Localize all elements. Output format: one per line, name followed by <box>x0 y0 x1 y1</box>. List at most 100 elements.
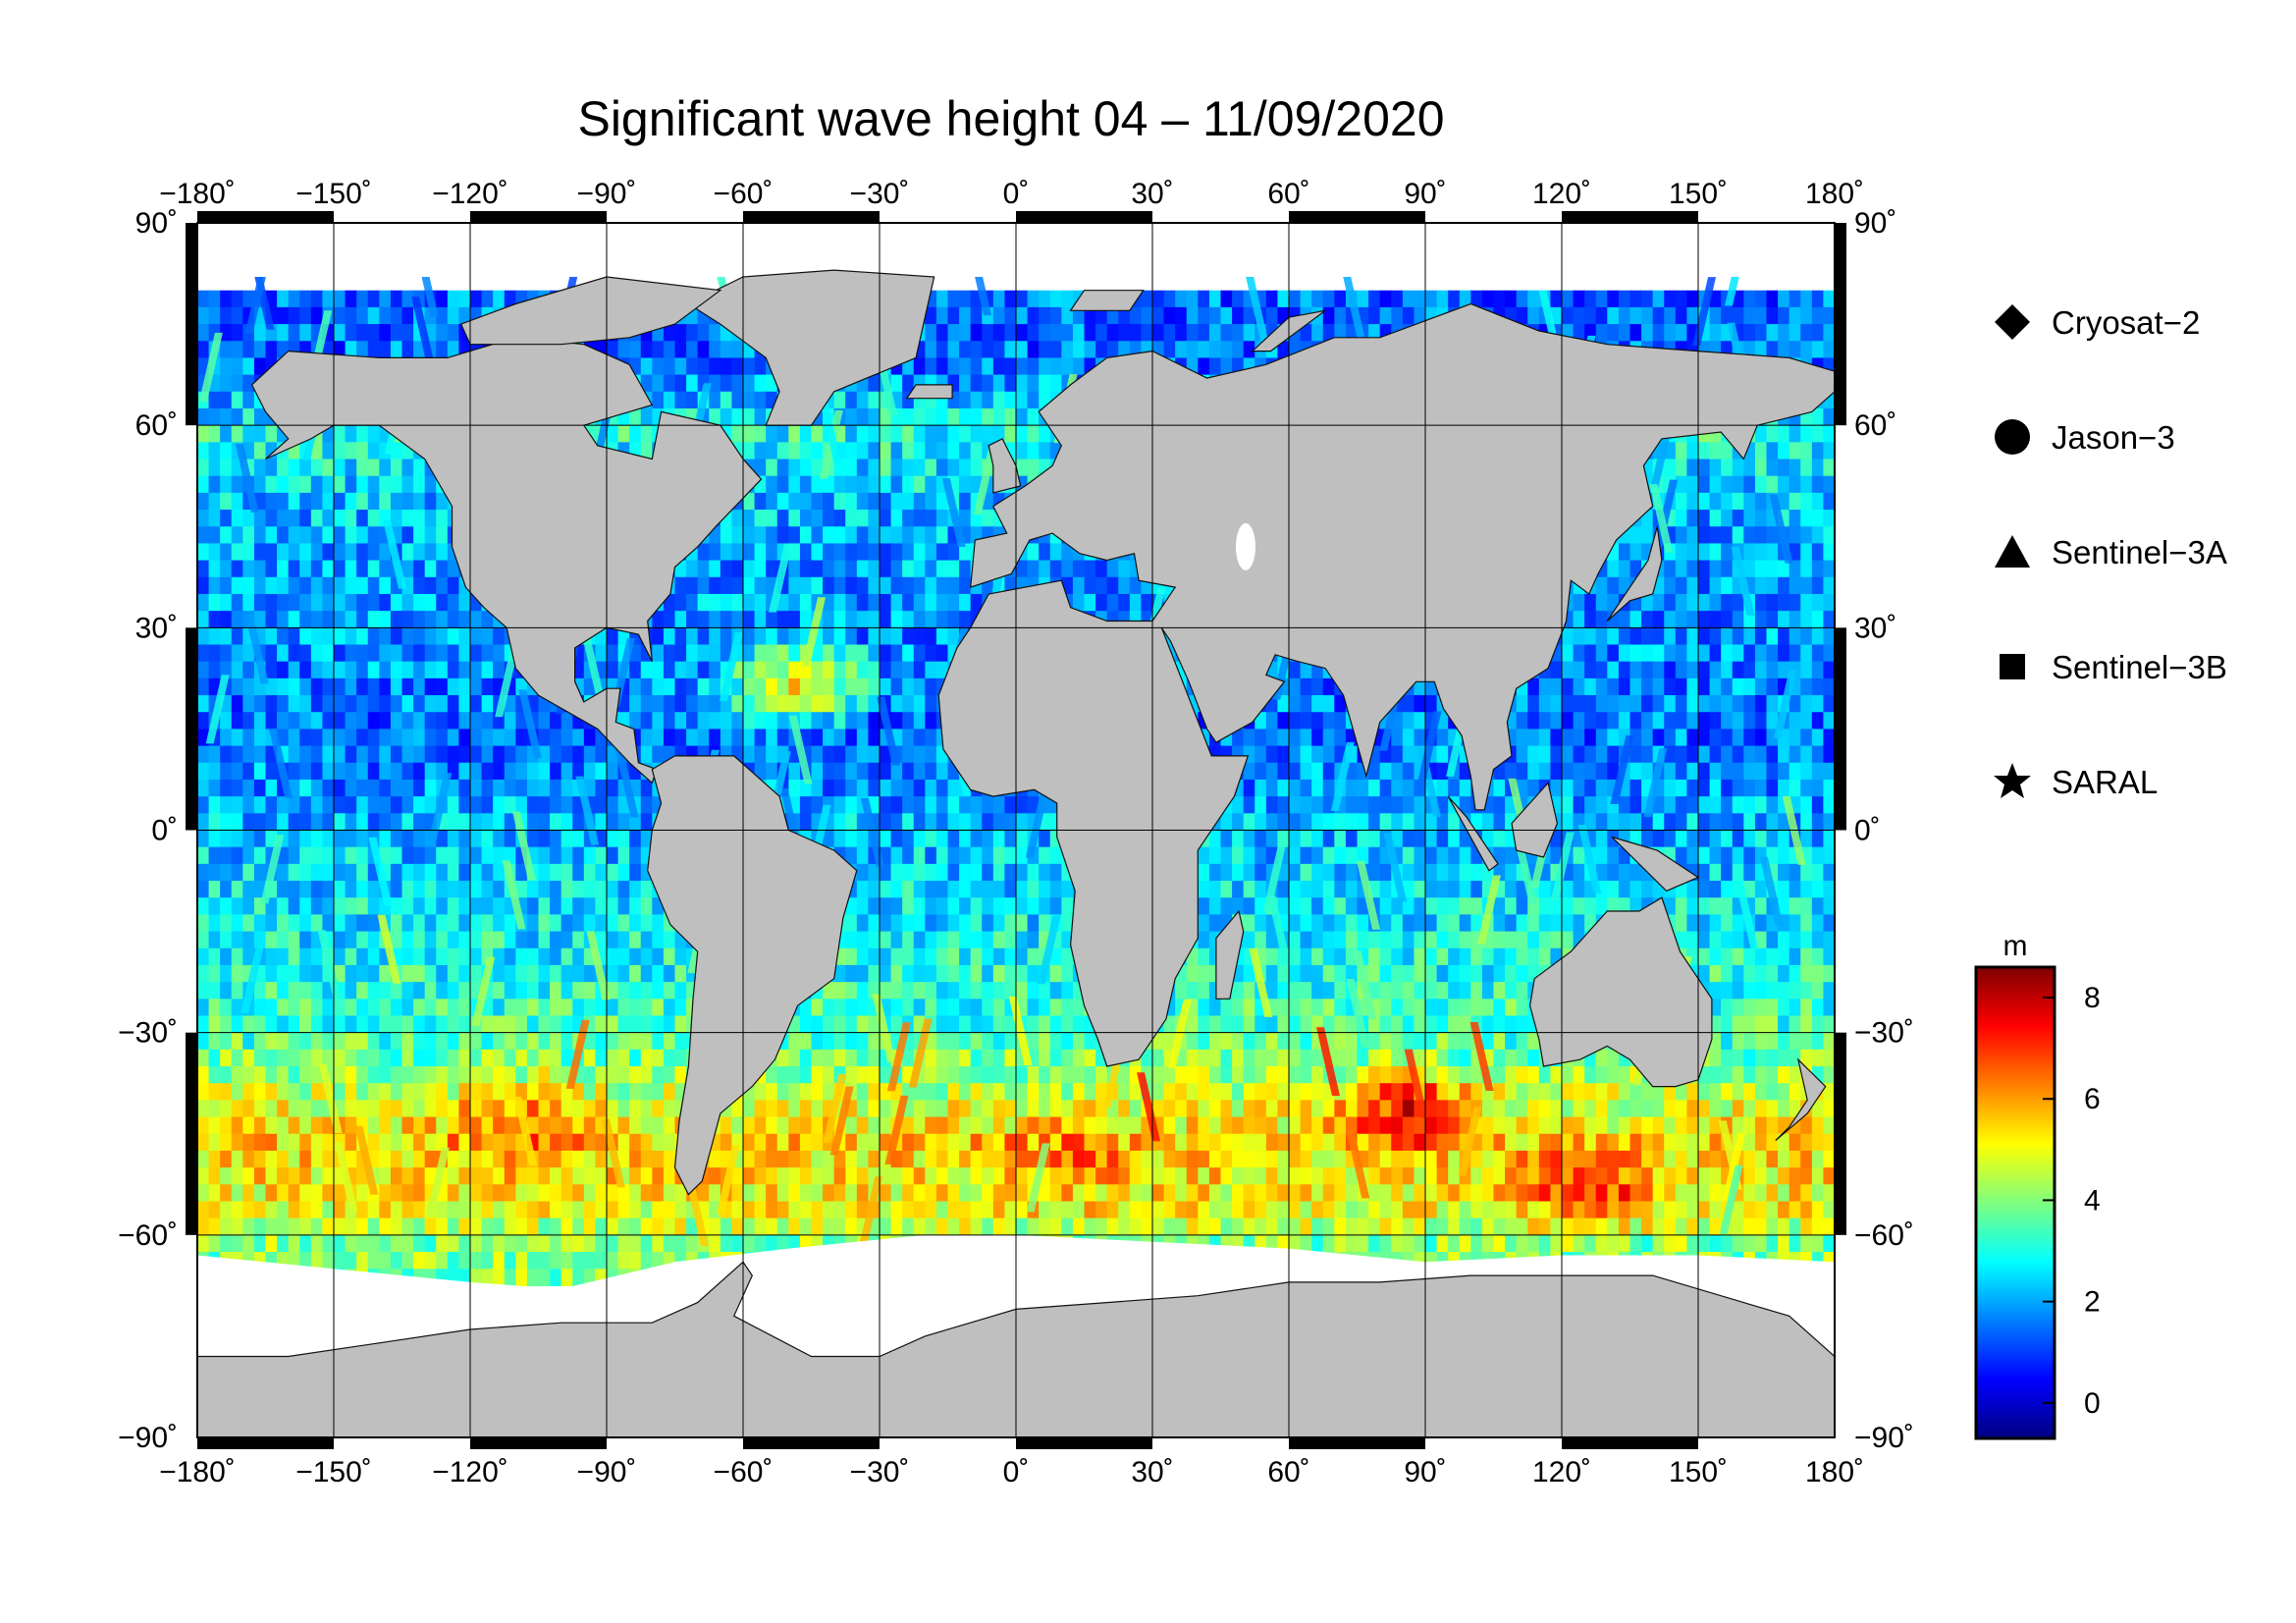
swh-cell <box>1789 475 1801 494</box>
swh-cell <box>1709 813 1722 832</box>
swh-cell <box>242 745 255 764</box>
swh-cell <box>1243 729 1255 747</box>
swh-cell <box>1208 846 1222 865</box>
swh-cell <box>277 576 290 595</box>
swh-cell <box>890 442 903 460</box>
swh-cell <box>1800 661 1813 679</box>
swh-cell <box>1721 306 1734 325</box>
swh-cell <box>1016 863 1029 882</box>
swh-cell <box>367 813 380 832</box>
swh-cell <box>1641 526 1654 545</box>
swh-cell <box>1732 695 1744 713</box>
swh-cell <box>720 644 733 663</box>
swh-cell <box>743 407 756 426</box>
swh-cell <box>1607 712 1620 730</box>
swh-cell <box>242 407 255 426</box>
swh-cell <box>776 425 789 443</box>
swh-cell <box>1709 830 1722 848</box>
swh-cell <box>868 374 881 393</box>
swh-cell <box>1652 695 1665 713</box>
swh-cell <box>1754 813 1768 832</box>
swh-cell <box>925 627 937 646</box>
swh-cell <box>1084 576 1096 595</box>
swh-cell <box>1118 341 1131 359</box>
swh-cell <box>902 644 915 663</box>
swh-cell <box>1595 290 1608 308</box>
swh-cell <box>1016 796 1029 814</box>
swh-cell <box>1300 796 1312 814</box>
swh-cell <box>356 475 369 494</box>
swh-cell <box>1823 745 1835 764</box>
swh-cell <box>1732 677 1744 696</box>
swh-cell <box>197 560 210 578</box>
swh-cell <box>845 425 858 443</box>
swh-cell <box>401 543 414 562</box>
swh-cell <box>1436 729 1449 747</box>
swh-cell <box>1675 442 1688 460</box>
swh-cell <box>310 779 324 797</box>
swh-cell <box>345 459 357 477</box>
swh-cell <box>197 863 210 882</box>
swh-cell <box>334 661 347 679</box>
swh-cell <box>1562 779 1575 797</box>
swh-cell <box>413 644 426 663</box>
swh-cell <box>436 492 449 511</box>
swh-cell <box>1357 813 1369 832</box>
swh-cell <box>538 813 551 832</box>
swh-cell <box>617 813 630 832</box>
swh-cell <box>811 492 824 511</box>
swh-cell <box>231 644 243 663</box>
swh-cell <box>1766 611 1779 628</box>
swh-cell <box>754 593 767 612</box>
swh-cell <box>1243 306 1255 325</box>
swh-cell <box>1163 290 1176 308</box>
swh-cell <box>776 526 789 545</box>
swh-cell <box>1232 324 1245 342</box>
swh-cell <box>1516 306 1528 325</box>
swh-cell <box>1436 762 1449 781</box>
swh-cell <box>1311 813 1324 832</box>
swh-cell <box>823 695 835 713</box>
swh-cell <box>754 560 767 578</box>
swh-cell <box>1641 695 1654 713</box>
swh-cell <box>890 374 903 393</box>
swh-cell <box>1584 796 1597 814</box>
swh-cell <box>1800 560 1813 578</box>
swh-cell <box>982 796 994 814</box>
swh-cell <box>1255 779 1267 797</box>
swh-cell <box>1721 576 1734 595</box>
swh-cell <box>1686 661 1699 679</box>
swh-cell <box>299 627 312 646</box>
swh-cell <box>845 526 858 545</box>
swh-cell <box>253 830 267 848</box>
swh-cell <box>845 813 858 832</box>
swh-cell <box>265 762 278 781</box>
swh-cell <box>1311 830 1324 848</box>
swh-cell <box>197 695 210 713</box>
swh-cell <box>401 492 414 511</box>
swh-cell <box>242 290 255 308</box>
swh-cell <box>481 813 494 832</box>
swh-cell <box>265 290 278 308</box>
swh-cell <box>1357 779 1369 797</box>
swh-cell <box>1016 391 1029 409</box>
swh-cell <box>253 341 267 359</box>
swh-cell <box>538 762 551 781</box>
swh-cell <box>1573 306 1585 325</box>
swh-cell <box>1402 846 1415 865</box>
swh-cell <box>242 863 255 882</box>
swh-cell <box>743 391 756 409</box>
swh-cell <box>458 813 471 832</box>
swh-cell <box>242 576 255 595</box>
swh-cell <box>607 644 619 663</box>
swh-cell <box>334 729 347 747</box>
swh-cell <box>447 611 460 628</box>
swh-cell <box>935 863 949 882</box>
swh-cell <box>754 695 767 713</box>
swh-cell <box>242 830 255 848</box>
swh-cell <box>334 576 347 595</box>
swh-cell <box>1265 762 1279 781</box>
swh-cell <box>1550 677 1563 696</box>
swh-cell <box>231 576 243 595</box>
swh-cell <box>1436 290 1449 308</box>
